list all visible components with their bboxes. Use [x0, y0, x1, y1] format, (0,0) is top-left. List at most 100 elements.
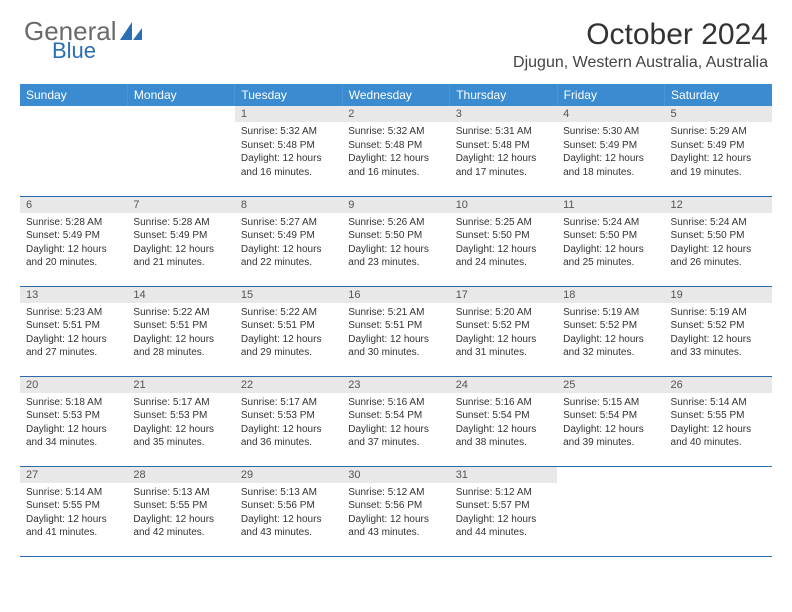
day-number: 24	[450, 377, 557, 393]
sunset-text: Sunset: 5:53 PM	[26, 409, 121, 423]
cell-body: Sunrise: 5:28 AMSunset: 5:49 PMDaylight:…	[127, 213, 234, 274]
sunset-text: Sunset: 5:50 PM	[563, 229, 658, 243]
sunset-text: Sunset: 5:49 PM	[671, 139, 766, 153]
calendar-cell: 18Sunrise: 5:19 AMSunset: 5:52 PMDayligh…	[557, 286, 664, 376]
sunrise-text: Sunrise: 5:32 AM	[241, 125, 336, 139]
calendar-row: 1Sunrise: 5:32 AMSunset: 5:48 PMDaylight…	[20, 106, 772, 196]
sunset-text: Sunset: 5:54 PM	[456, 409, 551, 423]
day-header: Thursday	[450, 84, 557, 106]
sunset-text: Sunset: 5:49 PM	[26, 229, 121, 243]
cell-body: Sunrise: 5:22 AMSunset: 5:51 PMDaylight:…	[127, 303, 234, 364]
cell-body: Sunrise: 5:12 AMSunset: 5:57 PMDaylight:…	[450, 483, 557, 544]
sunrise-text: Sunrise: 5:28 AM	[133, 216, 228, 230]
cell-body: Sunrise: 5:15 AMSunset: 5:54 PMDaylight:…	[557, 393, 664, 454]
sunrise-text: Sunrise: 5:13 AM	[241, 486, 336, 500]
calendar-cell: 12Sunrise: 5:24 AMSunset: 5:50 PMDayligh…	[665, 196, 772, 286]
calendar-cell: 22Sunrise: 5:17 AMSunset: 5:53 PMDayligh…	[235, 376, 342, 466]
sunset-text: Sunset: 5:53 PM	[133, 409, 228, 423]
sunrise-text: Sunrise: 5:14 AM	[671, 396, 766, 410]
day-number: 4	[557, 106, 664, 122]
sunrise-text: Sunrise: 5:12 AM	[456, 486, 551, 500]
daylight-text: Daylight: 12 hours and 40 minutes.	[671, 423, 766, 450]
daylight-text: Daylight: 12 hours and 23 minutes.	[348, 243, 443, 270]
daylight-text: Daylight: 12 hours and 43 minutes.	[241, 513, 336, 540]
sunset-text: Sunset: 5:52 PM	[456, 319, 551, 333]
daylight-text: Daylight: 12 hours and 17 minutes.	[456, 152, 551, 179]
sunset-text: Sunset: 5:48 PM	[241, 139, 336, 153]
daylight-text: Daylight: 12 hours and 37 minutes.	[348, 423, 443, 450]
sunset-text: Sunset: 5:54 PM	[563, 409, 658, 423]
day-header: Friday	[557, 84, 664, 106]
daylight-text: Daylight: 12 hours and 32 minutes.	[563, 333, 658, 360]
cell-body: Sunrise: 5:22 AMSunset: 5:51 PMDaylight:…	[235, 303, 342, 364]
daylight-text: Daylight: 12 hours and 36 minutes.	[241, 423, 336, 450]
sunset-text: Sunset: 5:55 PM	[133, 499, 228, 513]
day-number: 31	[450, 467, 557, 483]
day-number: 6	[20, 197, 127, 213]
calendar-cell: 26Sunrise: 5:14 AMSunset: 5:55 PMDayligh…	[665, 376, 772, 466]
calendar-row: 13Sunrise: 5:23 AMSunset: 5:51 PMDayligh…	[20, 286, 772, 376]
sunrise-text: Sunrise: 5:12 AM	[348, 486, 443, 500]
calendar-row: 27Sunrise: 5:14 AMSunset: 5:55 PMDayligh…	[20, 466, 772, 556]
calendar-cell: 17Sunrise: 5:20 AMSunset: 5:52 PMDayligh…	[450, 286, 557, 376]
sunrise-text: Sunrise: 5:24 AM	[563, 216, 658, 230]
cell-body: Sunrise: 5:26 AMSunset: 5:50 PMDaylight:…	[342, 213, 449, 274]
daylight-text: Daylight: 12 hours and 20 minutes.	[26, 243, 121, 270]
day-header: Saturday	[665, 84, 772, 106]
sunset-text: Sunset: 5:50 PM	[671, 229, 766, 243]
sunset-text: Sunset: 5:51 PM	[26, 319, 121, 333]
calendar-cell: 9Sunrise: 5:26 AMSunset: 5:50 PMDaylight…	[342, 196, 449, 286]
daylight-text: Daylight: 12 hours and 34 minutes.	[26, 423, 121, 450]
cell-body: Sunrise: 5:29 AMSunset: 5:49 PMDaylight:…	[665, 122, 772, 183]
calendar-cell: 20Sunrise: 5:18 AMSunset: 5:53 PMDayligh…	[20, 376, 127, 466]
calendar-cell: 16Sunrise: 5:21 AMSunset: 5:51 PMDayligh…	[342, 286, 449, 376]
sunrise-text: Sunrise: 5:22 AM	[133, 306, 228, 320]
sunset-text: Sunset: 5:51 PM	[241, 319, 336, 333]
cell-body: Sunrise: 5:14 AMSunset: 5:55 PMDaylight:…	[20, 483, 127, 544]
sunset-text: Sunset: 5:50 PM	[456, 229, 551, 243]
day-number: 25	[557, 377, 664, 393]
calendar-cell	[20, 106, 127, 196]
calendar-cell: 27Sunrise: 5:14 AMSunset: 5:55 PMDayligh…	[20, 466, 127, 556]
sunrise-text: Sunrise: 5:22 AM	[241, 306, 336, 320]
daylight-text: Daylight: 12 hours and 41 minutes.	[26, 513, 121, 540]
calendar-cell: 24Sunrise: 5:16 AMSunset: 5:54 PMDayligh…	[450, 376, 557, 466]
sunset-text: Sunset: 5:54 PM	[348, 409, 443, 423]
daylight-text: Daylight: 12 hours and 25 minutes.	[563, 243, 658, 270]
calendar-cell	[127, 106, 234, 196]
sunset-text: Sunset: 5:57 PM	[456, 499, 551, 513]
calendar-cell: 13Sunrise: 5:23 AMSunset: 5:51 PMDayligh…	[20, 286, 127, 376]
calendar-cell: 19Sunrise: 5:19 AMSunset: 5:52 PMDayligh…	[665, 286, 772, 376]
sunrise-text: Sunrise: 5:26 AM	[348, 216, 443, 230]
sunrise-text: Sunrise: 5:16 AM	[456, 396, 551, 410]
sunrise-text: Sunrise: 5:29 AM	[671, 125, 766, 139]
calendar-cell: 7Sunrise: 5:28 AMSunset: 5:49 PMDaylight…	[127, 196, 234, 286]
day-number: 8	[235, 197, 342, 213]
sunset-text: Sunset: 5:55 PM	[26, 499, 121, 513]
sunrise-text: Sunrise: 5:23 AM	[26, 306, 121, 320]
sunrise-text: Sunrise: 5:13 AM	[133, 486, 228, 500]
sunrise-text: Sunrise: 5:16 AM	[348, 396, 443, 410]
day-number: 23	[342, 377, 449, 393]
logo: General Blue	[24, 18, 142, 62]
cell-body: Sunrise: 5:25 AMSunset: 5:50 PMDaylight:…	[450, 213, 557, 274]
day-number: 16	[342, 287, 449, 303]
daylight-text: Daylight: 12 hours and 29 minutes.	[241, 333, 336, 360]
day-number: 30	[342, 467, 449, 483]
day-number: 14	[127, 287, 234, 303]
sunset-text: Sunset: 5:48 PM	[456, 139, 551, 153]
cell-body: Sunrise: 5:19 AMSunset: 5:52 PMDaylight:…	[557, 303, 664, 364]
day-number: 2	[342, 106, 449, 122]
calendar-cell: 5Sunrise: 5:29 AMSunset: 5:49 PMDaylight…	[665, 106, 772, 196]
calendar-cell: 10Sunrise: 5:25 AMSunset: 5:50 PMDayligh…	[450, 196, 557, 286]
daylight-text: Daylight: 12 hours and 27 minutes.	[26, 333, 121, 360]
sunset-text: Sunset: 5:52 PM	[671, 319, 766, 333]
cell-body: Sunrise: 5:28 AMSunset: 5:49 PMDaylight:…	[20, 213, 127, 274]
daylight-text: Daylight: 12 hours and 24 minutes.	[456, 243, 551, 270]
cell-body: Sunrise: 5:32 AMSunset: 5:48 PMDaylight:…	[235, 122, 342, 183]
calendar-cell: 6Sunrise: 5:28 AMSunset: 5:49 PMDaylight…	[20, 196, 127, 286]
day-number: 9	[342, 197, 449, 213]
day-number: 20	[20, 377, 127, 393]
daylight-text: Daylight: 12 hours and 26 minutes.	[671, 243, 766, 270]
day-number: 28	[127, 467, 234, 483]
